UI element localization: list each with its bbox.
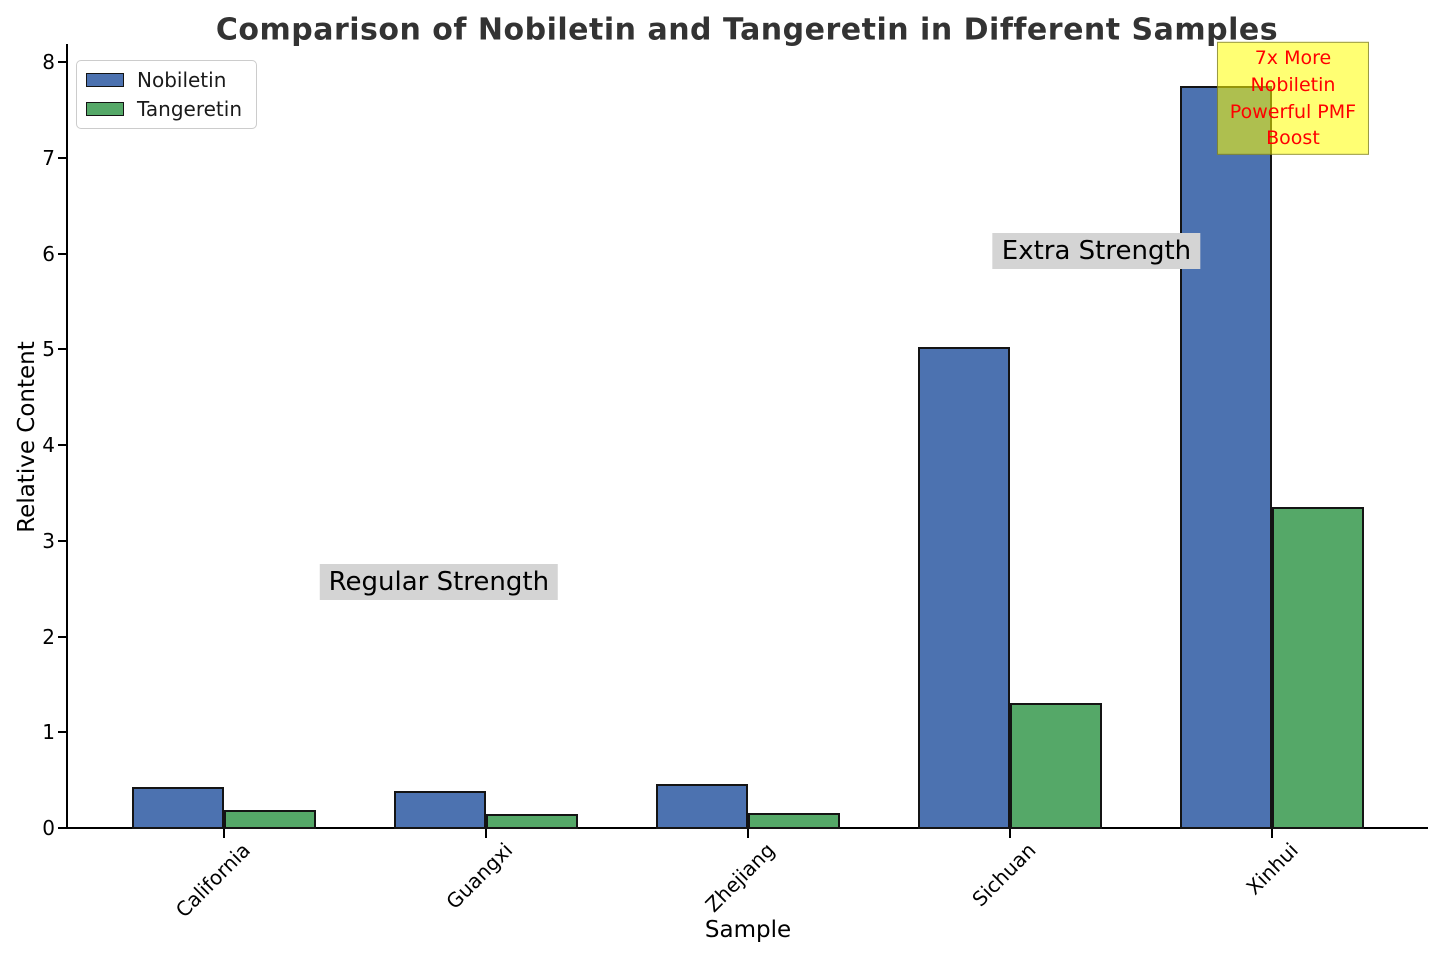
legend: Nobiletin Tangeretin (76, 60, 257, 129)
x-tick-mark-zhejiang (747, 829, 749, 838)
annotation-extra-strength: Extra Strength (992, 232, 1201, 269)
x-tick-label-text-guangxi: Guangxi (441, 838, 517, 914)
y-tick-mark-0 (58, 827, 67, 829)
bar-nobiletin-sichuan (918, 347, 1010, 829)
bar-nobiletin-california (132, 786, 224, 829)
x-tick-label-text-xinhui: Xinhui (1241, 838, 1303, 900)
annotation-pmf-boost: 7x More Nobiletin Powerful PMF Boost (1216, 42, 1369, 155)
legend-label-tangeretin: Tangeretin (137, 97, 242, 121)
bar-tangeretin-guangxi (486, 813, 578, 829)
bar-tangeretin-xinhui (1272, 507, 1364, 829)
y-tick-label-7: 7 (42, 145, 55, 170)
y-tick-label-8: 8 (42, 50, 55, 74)
chart-title: Comparison of Nobiletin and Tangeretin i… (215, 12, 1279, 48)
bar-tangeretin-zhejiang (748, 812, 840, 829)
y-axis-spine (66, 44, 68, 829)
y-tick-mark-4 (58, 444, 67, 446)
y-axis-label: Relative Content (14, 341, 40, 533)
y-tick-label-1: 1 (42, 720, 55, 745)
x-tick-label-text-california: California (170, 838, 255, 923)
legend-swatch-nobiletin (86, 73, 124, 87)
legend-item-tangeretin: Tangeretin (86, 98, 242, 120)
y-tick-label-6: 6 (42, 241, 55, 266)
bar-tangeretin-sichuan (1010, 702, 1102, 829)
x-tick-label-text-sichuan: Sichuan (967, 838, 1041, 912)
y-tick-label-4: 4 (42, 433, 55, 457)
bar-nobiletin-guangxi (394, 790, 486, 829)
annotation-regular-strength: Regular Strength (319, 563, 559, 600)
legend-swatch-tangeretin (86, 102, 124, 116)
x-tick-mark-california (223, 829, 225, 838)
x-tick-label-text-zhejiang: Zhejiang (700, 838, 779, 917)
x-tick-mark-xinhui (1271, 829, 1273, 838)
bar-tangeretin-california (224, 809, 316, 829)
y-tick-mark-6 (58, 252, 67, 255)
legend-label-nobiletin: Nobiletin (137, 68, 227, 92)
y-tick-label-2: 2 (42, 624, 55, 649)
y-tick-mark-2 (58, 635, 67, 638)
bar-nobiletin-zhejiang (656, 783, 748, 829)
x-tick-mark-guangxi (485, 829, 487, 838)
x-axis-label: Sample (704, 917, 792, 943)
x-tick-mark-sichuan (1009, 829, 1011, 838)
y-tick-mark-7 (58, 156, 67, 159)
y-tick-label-3: 3 (42, 528, 55, 553)
y-tick-mark-8 (58, 61, 67, 63)
bar-nobiletin-xinhui (1180, 85, 1272, 829)
y-tick-mark-1 (58, 731, 67, 734)
y-tick-mark-3 (58, 539, 67, 542)
y-tick-mark-5 (58, 348, 67, 351)
legend-item-nobiletin: Nobiletin (86, 69, 242, 91)
y-tick-label-0: 0 (42, 816, 55, 840)
y-tick-label-5: 5 (42, 337, 55, 362)
